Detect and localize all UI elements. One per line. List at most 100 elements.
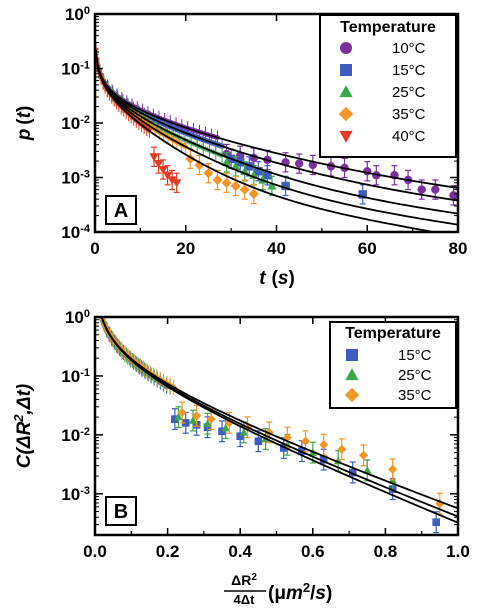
series-40c-point	[162, 171, 173, 181]
series-25c-point	[203, 419, 212, 427]
series-35c-point	[212, 174, 223, 186]
series-25c-point	[93, 274, 98, 279]
x-tick-label: 60	[358, 239, 377, 258]
panel-a-y-axis-title: p(t)	[14, 106, 35, 142]
series-40c-fit-line	[95, 50, 440, 232]
series-40c-point	[149, 153, 159, 162]
panel-b-plot-area	[93, 274, 458, 534]
series-35c-point	[177, 407, 187, 418]
panel-b-legend: Temperature 15°C 25°C 35°C	[329, 321, 457, 409]
legend-15c-marker	[346, 349, 358, 361]
series-35c-point	[300, 436, 311, 446]
series-15c-point	[245, 162, 254, 171]
series-15c-point	[94, 274, 99, 279]
series-35c-point	[206, 414, 216, 424]
series-40c-point	[153, 160, 164, 169]
series-15c-point	[171, 415, 179, 423]
panel-b: 0.0 0.2 0.4 0.6 0.8 1.0 100 10-1 10-2 10-3 C(ΔR2,…	[11, 274, 470, 607]
legend-15c-label: 15°C	[398, 347, 432, 364]
series-35c-point	[93, 274, 99, 280]
series-25c-point	[95, 295, 100, 300]
y-tick-label: 10-1	[61, 60, 90, 79]
x-tick-label: 0	[90, 239, 99, 258]
series-35c-fit-line	[95, 50, 458, 226]
series-25c-point	[97, 307, 102, 312]
legend-35c-label: 35°C	[392, 106, 426, 123]
legend-35c-marker	[344, 387, 360, 403]
series-35c-point	[96, 304, 102, 310]
series-35c-point	[359, 450, 369, 460]
y-tick-label: 10-1	[61, 367, 90, 386]
series-10c-point	[294, 159, 304, 168]
series-15c-point	[236, 432, 244, 440]
x-tick-label: 0.8	[374, 542, 398, 561]
panel-a-letter-box	[105, 195, 137, 225]
panel-a-legend: Temperature 10°C 15°C 25°C 35°C 40°C	[319, 14, 457, 158]
legend-10c-marker	[340, 42, 352, 54]
panel-a-legend-box	[319, 14, 457, 158]
series-35c-point	[203, 168, 214, 179]
legend-25c-label: 25°C	[392, 84, 426, 101]
series-35c-point	[97, 308, 103, 314]
x-tick-label: 1.0	[446, 542, 470, 561]
series-15c-point	[254, 437, 263, 446]
legend-25c-marker	[345, 368, 359, 381]
series-35c-point	[95, 295, 101, 301]
panel-b-letter-box	[105, 496, 137, 526]
series-25c-point	[98, 310, 103, 315]
series-35c-point	[98, 311, 104, 317]
panel-b-ticks: 0.0 0.2 0.4 0.6 0.8 1.0 100 10-1 10-2 10-3	[61, 308, 470, 561]
series-25c-fit-line	[95, 50, 458, 215]
legend-25c-marker	[339, 85, 353, 98]
panel-a-letter: A	[114, 200, 128, 222]
series-15c-point	[263, 171, 272, 180]
legend-40c-label: 40°C	[392, 128, 426, 145]
series-15c-point	[348, 468, 357, 477]
panel-a-legend-title: Temperature	[340, 19, 436, 36]
series-15c-point	[95, 295, 100, 300]
panel-a-ticks: 0 20 40 60 80 100 10-1 10-2 10-3 10-4	[61, 5, 467, 258]
series-15c-fit-line	[95, 50, 458, 202]
panel-b-legend-items: 15°C 25°C 35°C	[344, 347, 432, 404]
x-tick-label: 0.0	[83, 542, 107, 561]
x-tick-label: 0.6	[301, 542, 325, 561]
series-35c-point	[96, 300, 102, 306]
y-tick-label: 10-3	[61, 485, 90, 504]
series-25c-point	[221, 157, 232, 166]
legend-15c-marker	[340, 64, 352, 76]
series-15c-point	[254, 167, 263, 176]
series-35c-point	[230, 180, 241, 191]
x-tick-label: 80	[449, 239, 468, 258]
series-35c-fit-line	[100, 317, 458, 510]
panel-b-x-axis-unit: (μm2/s)	[268, 580, 332, 605]
series-15c-point	[95, 289, 100, 294]
x-tick-label: 20	[176, 239, 195, 258]
y-tick-label: 100	[65, 5, 90, 24]
legend-35c-marker	[338, 106, 354, 122]
legend-35c-label: 35°C	[398, 387, 432, 404]
series-10c-point	[431, 185, 440, 194]
panel-a-x-axis-title: t (s)	[259, 268, 295, 289]
series-35c-point	[282, 433, 292, 443]
series-40c-point	[172, 179, 182, 188]
series-25c-point	[188, 416, 198, 424]
legend-10c-label: 10°C	[392, 40, 426, 57]
panel-b-y-axis-title: C(ΔR2,Δt)	[11, 384, 36, 468]
series-15c-point	[98, 310, 103, 315]
x-tick-label: 40	[267, 239, 286, 258]
series-35c-point	[337, 444, 347, 454]
series-10c-point	[417, 185, 426, 194]
y-tick-label: 10-4	[61, 223, 91, 242]
series-35c-point	[388, 464, 398, 474]
legend-15c-label: 15°C	[392, 62, 426, 79]
series-25c-point	[267, 181, 277, 190]
series-35c-point	[94, 290, 100, 296]
panel-b-x-axis-denominator: 4Δt	[234, 592, 256, 607]
series-25c-point	[221, 423, 230, 432]
series-15c-point	[319, 455, 328, 464]
legend-25c-label: 25°C	[398, 367, 432, 384]
series-35c-point	[94, 282, 100, 288]
series-35c-point	[319, 440, 329, 450]
series-15c-point	[181, 419, 190, 427]
